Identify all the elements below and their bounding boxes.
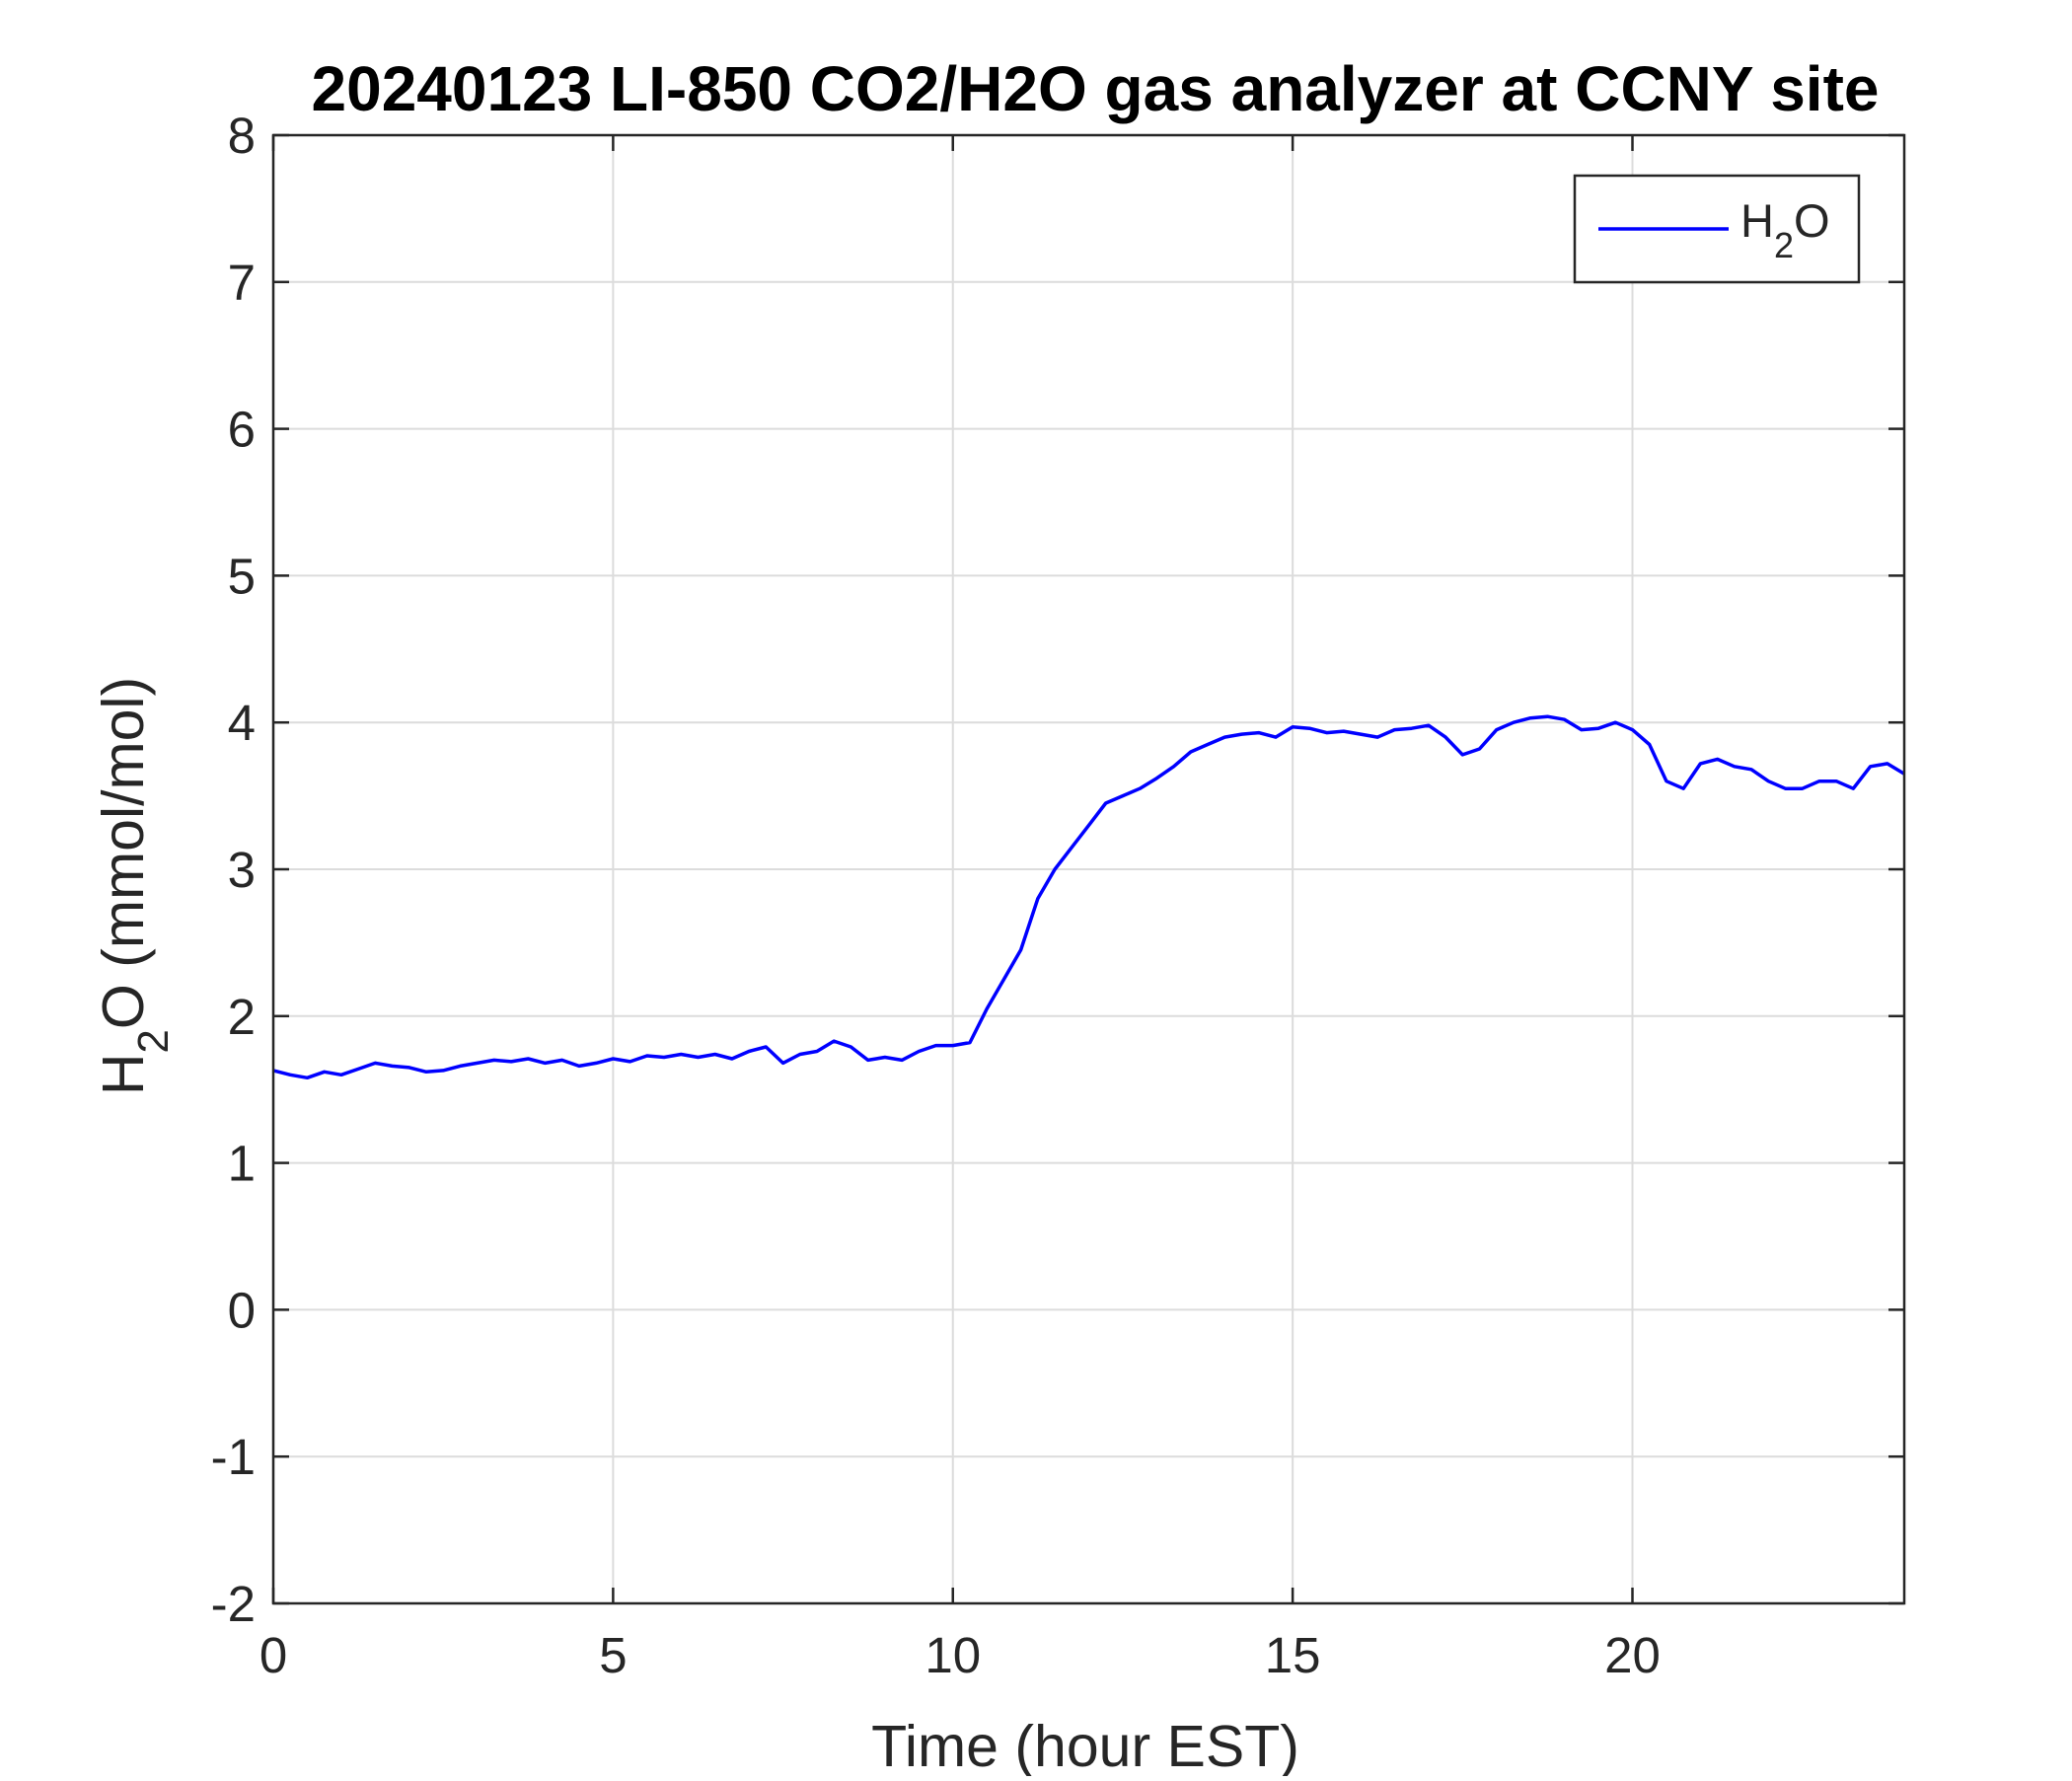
y-tick-label: -2 bbox=[211, 1576, 256, 1632]
x-tick-label: 15 bbox=[1265, 1627, 1321, 1683]
y-tick-label: 5 bbox=[228, 548, 256, 604]
x-tick-label: 20 bbox=[1604, 1627, 1661, 1683]
tick-marks bbox=[271, 133, 1904, 1605]
y-tick-label: 3 bbox=[228, 842, 256, 898]
legend-entry-label: H2O bbox=[1740, 194, 1830, 265]
y-tick-label: 6 bbox=[228, 402, 256, 458]
x-tick-label: 5 bbox=[599, 1627, 627, 1683]
x-tick-label: 10 bbox=[925, 1627, 981, 1683]
y-tick-label: 7 bbox=[228, 255, 256, 311]
x-axis-label: Time (hour EST) bbox=[871, 1714, 1299, 1776]
y-tick-label: 8 bbox=[228, 108, 256, 164]
plot-area bbox=[271, 133, 1906, 1605]
y-axis-label: H2O (mmol/mol) bbox=[91, 677, 178, 1095]
series-line-h2o bbox=[272, 714, 1905, 1080]
y-tick-label: 0 bbox=[228, 1282, 256, 1338]
x-tick-labels: 0 5 10 15 20 bbox=[259, 1627, 1661, 1683]
y-tick-label: 1 bbox=[228, 1136, 256, 1192]
y-axis-label-rest: O (mmol/mol) bbox=[91, 677, 156, 1029]
y-tick-labels: -2 -1 0 1 2 3 4 5 6 7 8 bbox=[211, 108, 256, 1632]
series-layer bbox=[272, 714, 1905, 1080]
legend: H2O bbox=[1573, 174, 1861, 284]
y-tick-label: 4 bbox=[228, 695, 256, 751]
y-axis-label-base: H bbox=[91, 1054, 156, 1096]
legend-label-base: H bbox=[1740, 194, 1774, 247]
legend-label-subscript: 2 bbox=[1774, 225, 1794, 265]
legend-label-rest: O bbox=[1794, 194, 1830, 247]
y-tick-label: -1 bbox=[211, 1429, 256, 1485]
y-axis-label-subscript: 2 bbox=[129, 1029, 178, 1053]
chart-title: 20240123 LI-850 CO2/H2O gas analyzer at … bbox=[312, 53, 1880, 124]
x-tick-label: 0 bbox=[259, 1627, 287, 1683]
y-tick-label: 2 bbox=[228, 989, 256, 1045]
